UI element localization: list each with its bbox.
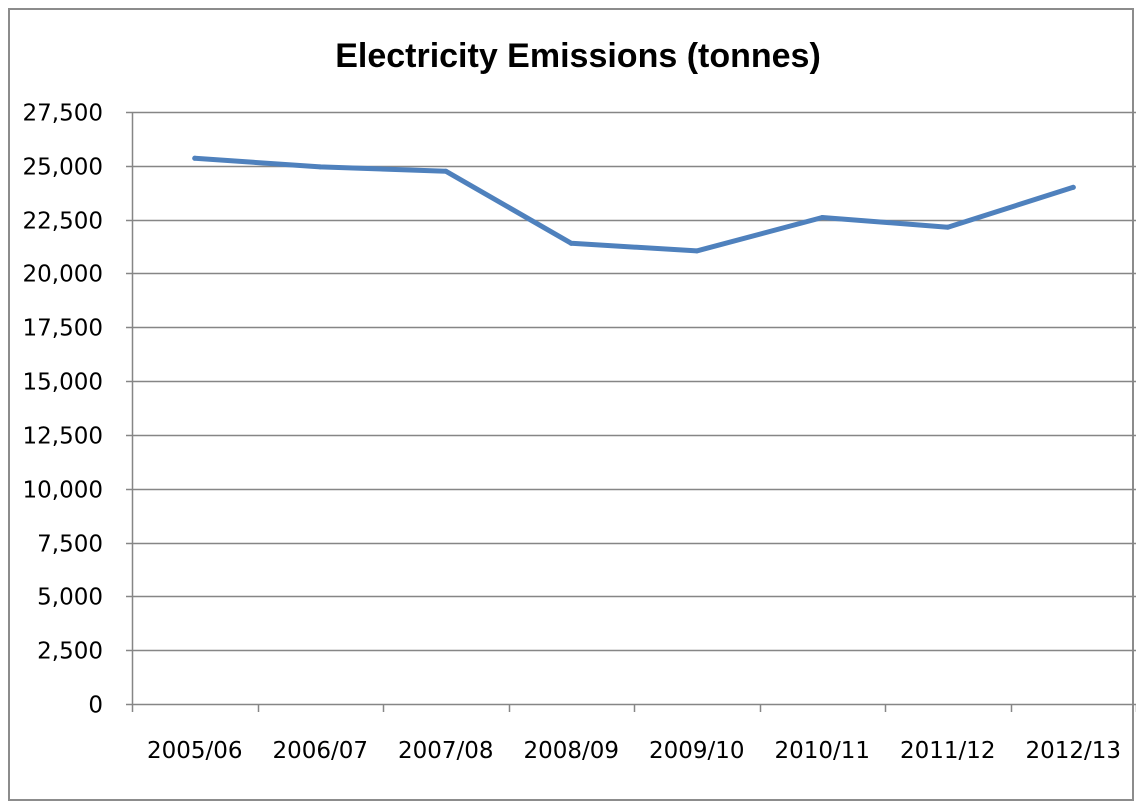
y-tick-label: 2,500 [37, 639, 103, 665]
y-tick-label: 10,000 [23, 478, 103, 504]
y-tick-label: 0 [88, 693, 103, 719]
y-tick-label: 20,000 [23, 262, 103, 288]
data-point [317, 164, 323, 170]
x-tick-label: 2011/12 [900, 738, 996, 764]
x-tick-label: 2010/11 [774, 738, 870, 764]
x-tick-label: 2007/08 [398, 738, 494, 764]
y-tick-label: 7,500 [37, 532, 103, 558]
x-axis-tick-labels: 2005/06 2006/07 2007/08 2008/09 2009/10 2010/… [147, 738, 1121, 764]
y-tick-label: 25,000 [23, 155, 103, 181]
data-point [1070, 184, 1076, 190]
x-tick-label: 2009/10 [649, 738, 745, 764]
y-tick-label: 5,000 [37, 585, 103, 611]
data-point [192, 155, 198, 161]
y-tick-label: 27,500 [23, 101, 103, 127]
data-point [568, 240, 574, 246]
chart-title: Electricity Emissions (tonnes) [335, 37, 821, 75]
x-tick-label: 2006/07 [272, 738, 368, 764]
series-layer [192, 155, 1076, 254]
data-point [443, 168, 449, 174]
y-tick-label: 22,500 [23, 209, 103, 235]
chart-frame [8, 8, 1134, 801]
y-tick-label: 15,000 [23, 370, 103, 396]
data-point [945, 224, 951, 230]
x-tick-label: 2012/13 [1025, 738, 1121, 764]
data-point [694, 248, 700, 254]
y-tick-label: 17,500 [23, 316, 103, 342]
x-tick-label: 2008/09 [523, 738, 619, 764]
series-line [192, 155, 1076, 254]
data-point [819, 214, 825, 220]
gridlines [132, 111, 1136, 652]
x-tick-label: 2005/06 [147, 738, 243, 764]
y-axis-tick-labels: 0 2,500 5,000 7,500 10,000 12,500 15,000 17,500… [23, 101, 103, 719]
y-tick-label: 12,500 [23, 424, 103, 450]
axes [126, 111, 1136, 712]
